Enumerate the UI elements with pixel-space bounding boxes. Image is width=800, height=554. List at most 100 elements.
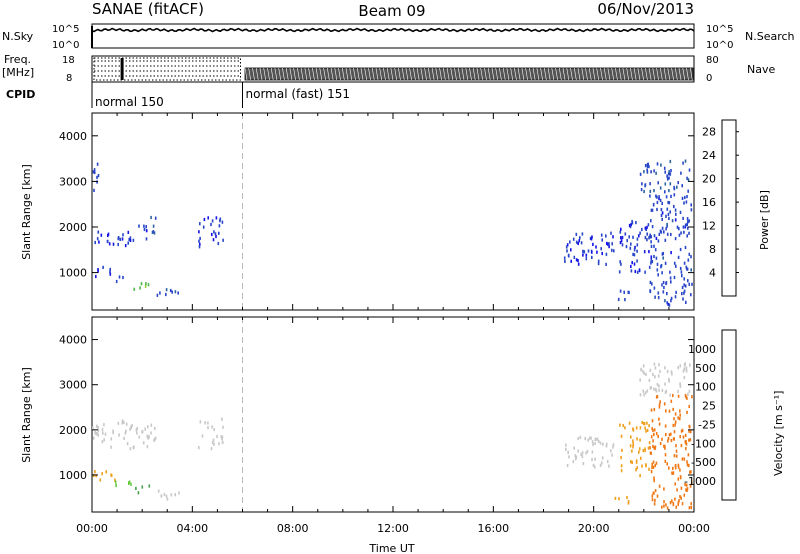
velocity-cell (638, 447, 641, 451)
freq-hatch (357, 67, 360, 81)
velocity-cell (686, 487, 689, 491)
velocity-cell (105, 470, 107, 474)
power-cell (653, 169, 655, 173)
velocity-cell (663, 402, 666, 406)
velocity-cell (586, 449, 589, 454)
power-cell (667, 302, 670, 306)
power-cell (93, 188, 95, 192)
velocity-cell (677, 394, 680, 398)
power-cell (640, 188, 643, 192)
velocity-cell (653, 479, 655, 483)
power-cell (93, 168, 96, 172)
velocity-cell (648, 467, 650, 471)
velocity-cell (154, 426, 156, 431)
velocity-cell (594, 457, 596, 461)
freq-hatch (596, 67, 599, 81)
freq-hatch (499, 67, 502, 81)
velocity-cell (677, 502, 679, 506)
power-cell (563, 256, 566, 260)
velocity-cell (673, 417, 675, 421)
velocity-cell (135, 486, 137, 490)
velocity-cell (632, 439, 634, 443)
velocity-cell (639, 438, 641, 442)
power-cell (211, 219, 214, 223)
power-cell (566, 243, 569, 247)
power-cell (635, 221, 637, 225)
power-cell (684, 284, 687, 288)
power-cell (648, 250, 650, 254)
velocity-cell (112, 429, 114, 433)
power-cell (656, 195, 658, 199)
velocity-cell (639, 393, 642, 397)
freq-hatch (319, 67, 323, 81)
velocity-cell (652, 372, 654, 376)
power-cell (210, 222, 212, 227)
nsearch-label: N.Search (745, 30, 795, 43)
power-cell (630, 223, 632, 227)
velocity-cell (592, 463, 595, 467)
velocity-cell (677, 477, 680, 481)
velocity-cell (671, 499, 673, 503)
freq-hatch (544, 67, 547, 81)
power-cell (658, 195, 660, 199)
velocity-cell (221, 437, 223, 441)
velocity-cell (675, 449, 678, 453)
power-cell (591, 235, 593, 239)
power-cell (660, 208, 663, 212)
velocity-cell (575, 457, 577, 461)
time-tick-label: 08:00 (277, 522, 309, 535)
power-cell (211, 232, 213, 237)
velocity-cell (685, 488, 687, 492)
power-cell (620, 239, 623, 243)
velocity-cell (125, 429, 127, 433)
power-cell (109, 267, 111, 271)
velocity-cell (650, 408, 653, 412)
power-cell (96, 162, 99, 166)
freq-hatch (285, 67, 289, 81)
velocity-cell (129, 427, 131, 431)
power-cell (650, 235, 652, 239)
velocity-cell (612, 445, 614, 449)
velocity-cell (103, 423, 105, 427)
velocity-ytick-label: 2000 (59, 424, 87, 437)
power-cell (669, 159, 672, 164)
velocity-cell (642, 389, 644, 393)
power-cell (633, 253, 636, 257)
power-cell (575, 232, 578, 236)
velocity-cell (668, 409, 671, 413)
power-cell (649, 189, 652, 193)
power-cell (682, 297, 684, 301)
freq-hatch (259, 67, 263, 81)
velocity-cell (163, 492, 166, 497)
velocity-cell (686, 460, 688, 464)
power-cell (631, 221, 634, 225)
velocity-cell (141, 485, 144, 489)
velocity-cell (672, 501, 675, 505)
velocity-cell (160, 494, 163, 498)
freq-hatch (315, 67, 319, 81)
velocity-cell (658, 484, 661, 488)
power-cell (645, 227, 647, 231)
power-cell (628, 290, 630, 295)
power-cell (600, 233, 603, 237)
power-cell (624, 298, 626, 302)
velocity-cell (133, 445, 135, 449)
velocity-cell (648, 441, 651, 445)
velocity-cell (682, 369, 685, 373)
velocity-cell (652, 428, 654, 433)
power-cell (198, 245, 201, 249)
velocity-cell (679, 382, 681, 386)
velocity-cell (654, 366, 657, 370)
freq-tick-top: 18 (62, 55, 75, 66)
velocity-cell (664, 444, 666, 448)
velocity-cell (688, 463, 690, 468)
time-tick-label: 20:00 (578, 522, 610, 535)
power-cell (129, 236, 132, 240)
velocity-cell (648, 424, 650, 428)
freq-hatch (349, 67, 353, 81)
velocity-cell (687, 392, 689, 396)
power-cell (564, 259, 566, 263)
velocity-cell (211, 440, 214, 445)
power-cell (641, 182, 643, 186)
power-cell (668, 189, 670, 193)
